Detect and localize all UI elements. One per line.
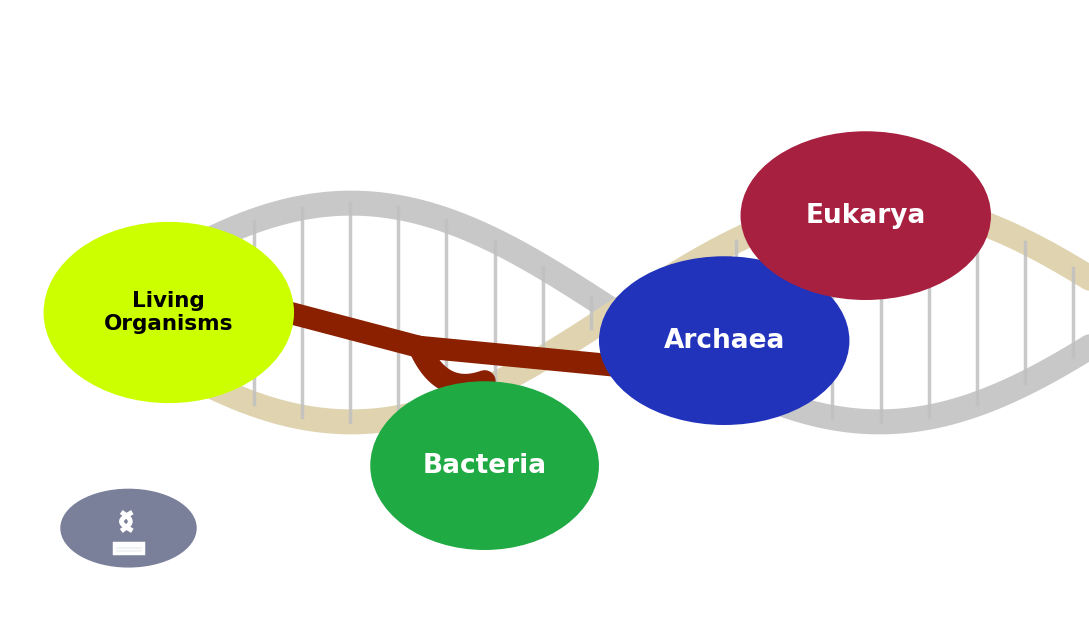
- Circle shape: [61, 489, 196, 567]
- Text: Archaea: Archaea: [663, 328, 785, 354]
- Text: Living
Organisms: Living Organisms: [105, 291, 233, 334]
- Ellipse shape: [599, 256, 849, 425]
- Ellipse shape: [741, 131, 991, 300]
- Text: Eukarya: Eukarya: [806, 202, 926, 229]
- Ellipse shape: [370, 381, 599, 550]
- Text: Bacteria: Bacteria: [423, 452, 547, 479]
- Ellipse shape: [44, 222, 294, 403]
